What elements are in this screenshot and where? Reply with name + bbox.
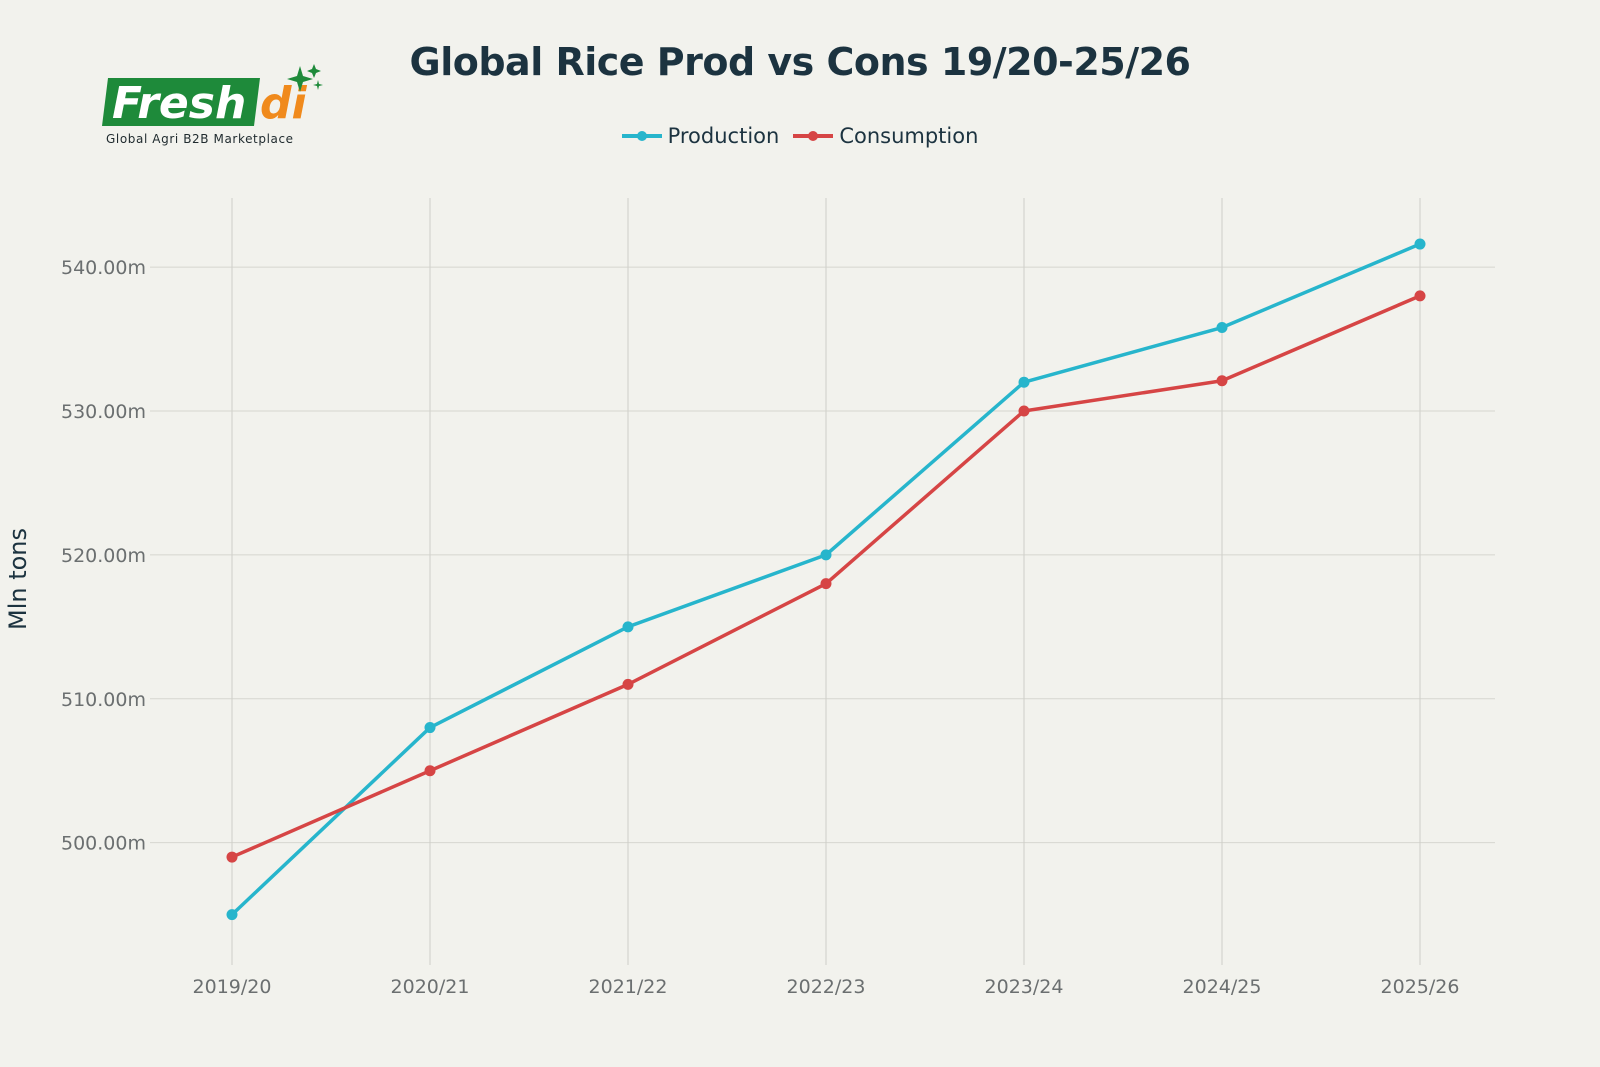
freshdi-logo: Fresh di [102,64,323,129]
legend-swatch-consumption [793,131,834,141]
legend[interactable]: Production Consumption [0,124,1600,148]
data-point-consumption [622,678,634,690]
tick-labels: 500.00m 510.00m 520.00m 530.00m 540.00m 2019/… [61,257,1459,998]
data-point-production [622,621,634,633]
y-tick-label: 540.00m [61,257,146,279]
data-points [226,238,1426,921]
y-tick-label: 500.00m [61,833,146,855]
x-tick-label: 2022/23 [787,976,866,998]
legend-item-consumption[interactable]: Consumption [793,124,978,148]
y-tick-label: 520.00m [61,545,146,567]
legend-swatch-production [621,131,662,141]
data-point-production [1018,376,1030,388]
x-tick-label: 2021/22 [589,976,668,998]
data-point-production [820,549,832,561]
data-point-production [1414,238,1426,250]
data-point-production [1216,322,1228,334]
y-tick-label: 530.00m [61,401,146,423]
data-point-consumption [424,765,436,777]
svg-text:Fresh: Fresh [112,78,246,129]
data-point-consumption [226,851,238,863]
data-point-consumption [820,578,832,590]
logo-tagline: Global Agri B2B Marketplace [106,132,294,146]
x-tick-label: 2020/21 [391,976,470,998]
data-point-consumption [1414,290,1426,302]
x-tick-label: 2019/20 [193,976,272,998]
data-point-consumption [1216,375,1228,387]
data-point-production [424,722,436,734]
y-tick-label: 510.00m [61,689,146,711]
x-tick-label: 2023/24 [985,976,1064,998]
x-tick-label: 2024/25 [1183,976,1262,998]
legend-item-production[interactable]: Production [621,124,780,148]
legend-label-production: Production [667,124,780,148]
chart-title: Global Rice Prod vs Cons 19/20-25/26 [409,40,1191,84]
data-point-production [226,909,238,921]
legend-label-consumption: Consumption [839,124,979,148]
x-tick-label: 2025/26 [1381,976,1460,998]
data-point-consumption [1018,405,1030,417]
